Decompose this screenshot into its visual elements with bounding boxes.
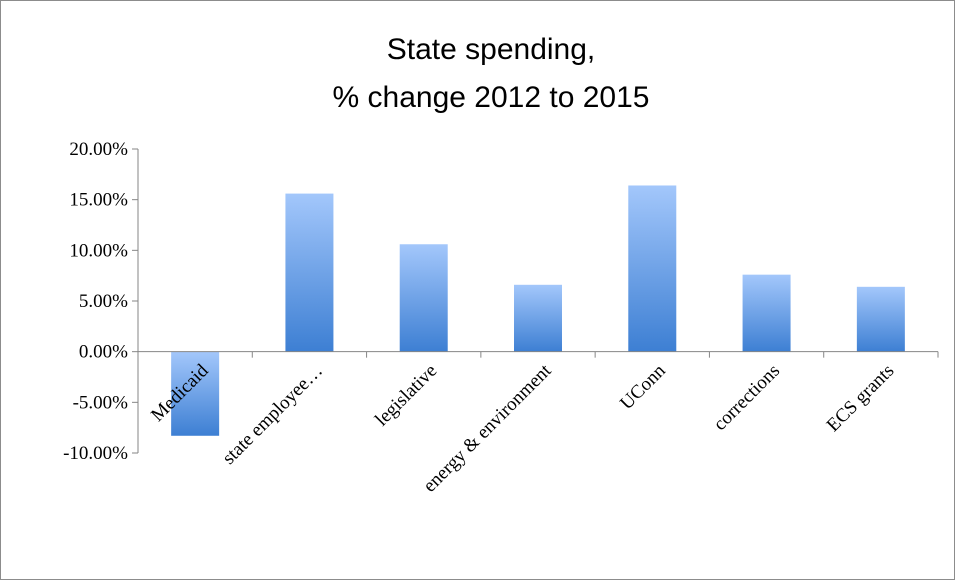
y-tick-label: 20.00% — [69, 139, 128, 160]
category-label: UConn — [616, 360, 670, 414]
bar — [856, 286, 905, 352]
category-label: ECS grants — [823, 360, 899, 436]
y-tick-label: -10.00% — [63, 443, 128, 464]
y-tick-label: -5.00% — [73, 392, 129, 413]
y-tick-label: 5.00% — [79, 291, 128, 312]
chart-title-line-2: % change 2012 to 2015 — [333, 81, 650, 114]
bar — [399, 244, 448, 352]
y-tick-label: 15.00% — [69, 190, 128, 211]
category-labels: Medicaid state employee… legislativeenergy… — [147, 360, 898, 497]
bar — [285, 193, 334, 352]
bars — [171, 185, 905, 436]
y-tick-label: 0.00% — [79, 342, 128, 363]
category-label: legislative — [371, 360, 441, 430]
y-tick-label: 10.00% — [69, 240, 128, 261]
bar — [742, 274, 791, 352]
category-label: energy & environment — [419, 360, 556, 497]
x-axis-ticks — [137, 351, 939, 358]
category-label: corrections — [710, 360, 785, 435]
category-label: state employee… — [218, 360, 326, 468]
chart-title-line-1: State spending, — [387, 33, 596, 66]
bar — [628, 185, 677, 352]
y-axis-ticks: -10.00% -5.00% 0.00% 5.00% 10.00% 15.00% 20.00… — [63, 139, 138, 464]
bar — [514, 284, 562, 352]
bar — [171, 351, 220, 436]
